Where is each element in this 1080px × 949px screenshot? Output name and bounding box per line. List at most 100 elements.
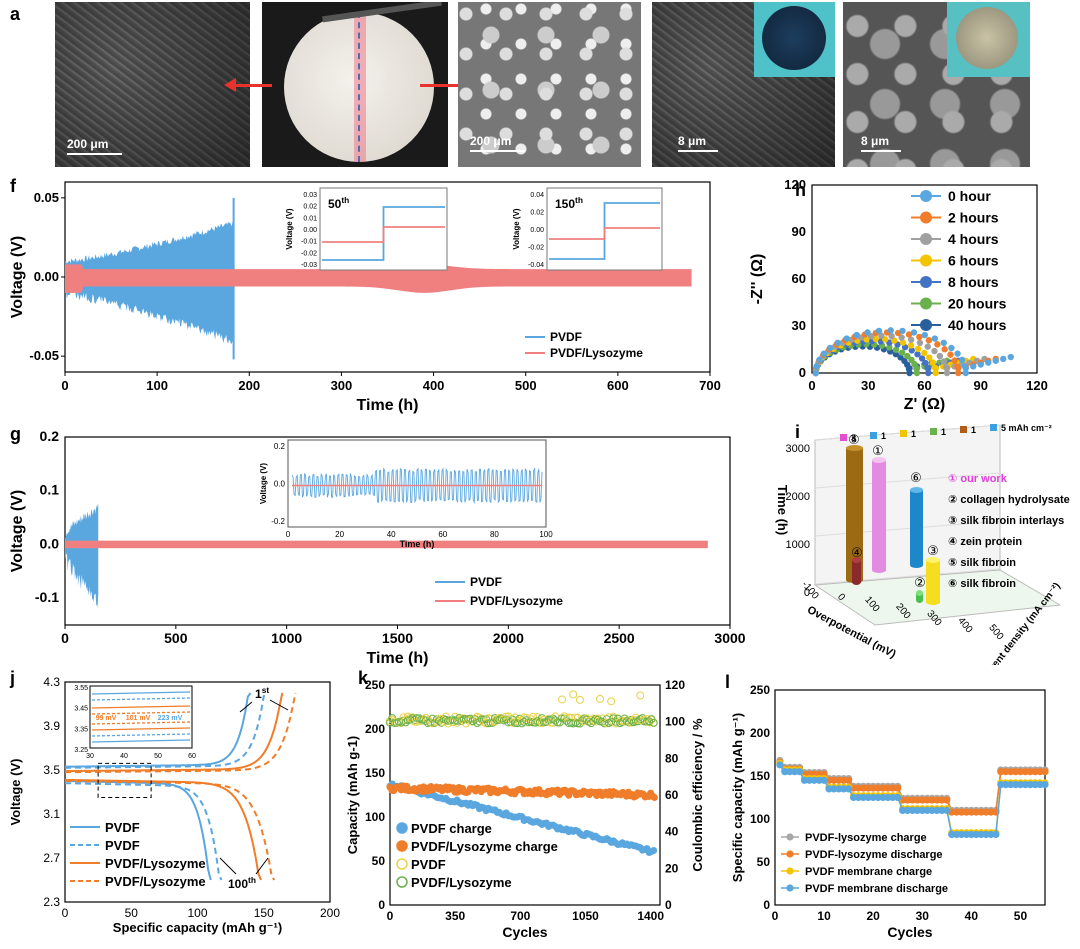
series-lysozyme: [65, 264, 692, 293]
pvdf-discharge-point: [992, 830, 1000, 839]
bar-silk-interlays: [926, 560, 940, 602]
nyquist-point: [898, 349, 906, 356]
nyquist-point: [936, 352, 944, 360]
nyquist-point: [951, 357, 958, 364]
nyquist-tail-point: [913, 365, 921, 372]
panel-label-a: a: [10, 4, 21, 24]
inset-x-tick: 60: [438, 530, 447, 539]
inset-frame: [89, 685, 193, 749]
nyquist-point: [925, 369, 932, 377]
scale-label-e: 8 μm: [861, 134, 890, 148]
x-tick-label: 30: [916, 909, 930, 923]
pvdf-discharge-point: [820, 776, 828, 784]
inset-curve: [91, 711, 191, 715]
inset-y-tick: -0.02: [528, 245, 544, 252]
nyquist-tail-point: [962, 365, 969, 372]
series-pvdf: [65, 437, 99, 625]
nyquist-tail-point: [932, 365, 939, 372]
legend-label-lys: PVDF/Lysozyme: [470, 594, 563, 608]
y-axis-label: Capacity (mAh g-1): [345, 736, 360, 854]
legend-label: PVDF/Lysozyme: [105, 856, 206, 871]
x-tick-label: 100: [187, 906, 207, 920]
ce-lys-point: [553, 718, 562, 727]
nyquist-point: [924, 343, 931, 350]
pvdf-discharge-point: [943, 806, 951, 814]
x-tick-label: 0: [387, 909, 394, 923]
sem-image-e: 8 μm: [843, 2, 1030, 167]
x-axis-label: Time (h): [357, 397, 419, 414]
scale-label-a: 200 μm: [67, 137, 109, 151]
panel-label-k: k: [358, 668, 369, 688]
arrow-100th-a: [219, 857, 237, 875]
y2-tick-label: 100: [665, 715, 685, 729]
ce-lys-point: [593, 715, 602, 724]
x-tick-label: 1500: [382, 630, 413, 646]
y-tick-label: 0.1: [40, 482, 60, 498]
x-tick-label: 700: [510, 909, 530, 923]
legend-marker: [786, 867, 794, 875]
y-tick-label: 0.0: [40, 535, 60, 551]
y-axis-label: Voltage (V): [9, 236, 26, 318]
legend-label: PVDF/Lysozyme: [105, 874, 206, 889]
y-tick-label: 250: [750, 683, 770, 697]
annotation-1st: 1st: [255, 685, 269, 701]
legend-marker: [920, 211, 932, 224]
y-tick-label: -0.05: [29, 348, 59, 363]
inset-y-tick: 0.02: [530, 210, 544, 217]
y-axis-label: Voltage (V): [8, 759, 23, 826]
z-tick-label: 0: [804, 587, 810, 599]
panel-label-g: g: [10, 424, 21, 444]
bar-silk-interlays-bottom: [926, 599, 940, 605]
y2-tick-label: 20: [665, 861, 679, 875]
legend-marker: [786, 850, 794, 858]
coin-dark: [762, 6, 826, 70]
nyquist-point: [913, 369, 921, 377]
bar-silk-fibroin-6: [910, 490, 923, 565]
density-swatch: [960, 426, 967, 433]
nyquist-point: [929, 359, 937, 366]
nyquist-point: [918, 355, 926, 362]
x-tick-label: 1050: [572, 909, 599, 923]
y-tick-label: 0.00: [34, 269, 59, 284]
y-axis-label: Voltage (V): [9, 490, 26, 572]
y2-tick-label: 120: [665, 678, 685, 692]
nyquist-point: [910, 329, 918, 336]
panel-label-l: l: [725, 672, 731, 692]
y2-tick-label: 60: [665, 788, 679, 802]
y-tick-label: 3.9: [43, 719, 60, 733]
nyquist-point: [925, 337, 933, 344]
x-tick-label: 200: [238, 378, 260, 393]
pvdf-charge-point: [650, 847, 658, 855]
lys-charge-1st: [64, 692, 284, 773]
work-label: ④ zein protein: [948, 536, 1022, 548]
nyquist-tail-point: [925, 365, 932, 372]
inset-curve: [91, 739, 191, 743]
y2-tick-label: 40: [665, 825, 679, 839]
nyquist-point: [904, 352, 911, 360]
y2-tick-label: 0: [665, 898, 672, 912]
work-label: ③ silk fibroin interlays: [948, 515, 1064, 527]
arrow-left-icon: [232, 84, 272, 87]
arrow-1st-b: [269, 699, 289, 711]
y-tick-label: 200: [365, 722, 385, 736]
nyquist-point: [914, 345, 922, 353]
nyquist-point: [916, 339, 924, 347]
inset-y-tick: -0.04: [528, 262, 544, 269]
y-tick-label: 50: [372, 854, 386, 868]
inset-curve: [91, 727, 191, 731]
pvdf-discharge-point: [845, 785, 853, 793]
work-label: ⑤ silk fibroin: [948, 557, 1016, 569]
nyquist-tail-point: [977, 361, 984, 368]
y-tick-label: 100: [365, 810, 385, 824]
density-label: 5 mAh cm⁻²: [1001, 423, 1052, 433]
arrow-right-icon: [420, 84, 460, 87]
inset-lys: [549, 227, 660, 240]
x-axis-label: Cycles: [502, 924, 547, 940]
bar-our-work: [872, 460, 886, 570]
legend-label: PVDF charge: [411, 821, 492, 836]
x-tick-label: 2500: [604, 630, 635, 646]
inset-label-101: 101 mV: [126, 715, 151, 722]
y-tick-label: 200: [750, 726, 770, 740]
plot-frame: [64, 681, 331, 903]
chart-f: 0 100 200 300 400 500 600 700 -0.05 0.00 0.05 Time …: [9, 181, 721, 414]
